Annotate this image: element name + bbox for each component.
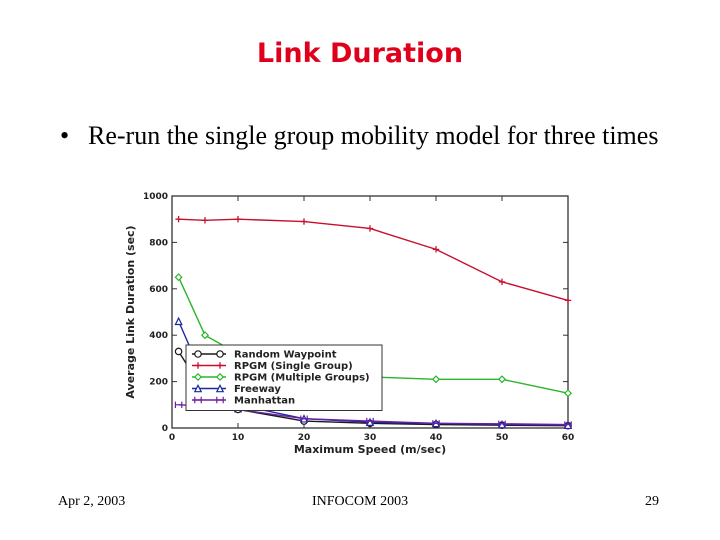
footer-page-number: 29 bbox=[645, 494, 659, 509]
data-point bbox=[564, 421, 572, 428]
x-axis-label: Maximum Speed (m/sec) bbox=[294, 443, 446, 456]
legend-marker bbox=[216, 396, 224, 404]
legend-marker bbox=[216, 362, 224, 369]
y-tick-label: 400 bbox=[149, 331, 168, 341]
data-point bbox=[366, 417, 374, 425]
y-tick-label: 1000 bbox=[143, 192, 168, 202]
legend-label: Manhattan bbox=[234, 396, 295, 407]
y-tick-label: 0 bbox=[162, 424, 168, 434]
data-point bbox=[365, 417, 375, 426]
legend-marker bbox=[215, 372, 225, 382]
y-tick-label: 200 bbox=[149, 378, 168, 388]
data-point bbox=[498, 420, 506, 428]
x-tick-label: 40 bbox=[430, 433, 443, 443]
legend-marker bbox=[193, 372, 203, 382]
x-tick-label: 60 bbox=[562, 433, 575, 443]
data-point bbox=[563, 389, 573, 398]
legend-marker bbox=[194, 350, 202, 358]
data-point bbox=[498, 278, 506, 286]
data-point bbox=[432, 246, 440, 253]
data-point bbox=[175, 216, 182, 223]
slide-title: Link Duration bbox=[256, 38, 464, 69]
data-point bbox=[300, 415, 308, 422]
link-duration-chart: 0 200 400 600 800 1000 0 10 20 30 40 50 60 Maximum Sp… bbox=[124, 192, 575, 456]
data-point bbox=[201, 217, 209, 224]
data-point bbox=[174, 316, 183, 326]
legend-marker bbox=[194, 396, 202, 404]
legend-label: RPGM (Single Group) bbox=[234, 361, 353, 372]
legend-label: RPGM (Multiple Groups) bbox=[234, 373, 370, 384]
x-tick-label: 20 bbox=[298, 433, 311, 443]
legend-marker bbox=[216, 350, 224, 358]
data-point bbox=[432, 420, 440, 427]
data-point bbox=[431, 375, 441, 384]
data-point bbox=[234, 216, 242, 223]
bullet-marker: • bbox=[60, 121, 70, 150]
data-point bbox=[563, 420, 573, 430]
data-point bbox=[174, 273, 183, 282]
legend-label: Freeway bbox=[234, 384, 281, 395]
legend-marker bbox=[194, 362, 202, 369]
series-line bbox=[178, 218, 569, 302]
bullet-item: • Re-run the single group mobility model… bbox=[60, 120, 680, 152]
y-tick-label: 600 bbox=[149, 285, 168, 295]
x-tick-label: 0 bbox=[169, 433, 175, 443]
y-axis-label: Average Link Duration (sec) bbox=[124, 225, 137, 398]
x-tick-label: 30 bbox=[364, 433, 377, 443]
legend-marker bbox=[193, 383, 203, 393]
y-tick-label: 800 bbox=[149, 238, 168, 248]
legend-label: Random Waypoint bbox=[234, 350, 337, 361]
x-tick-label: 10 bbox=[232, 433, 245, 443]
data-point bbox=[174, 401, 183, 408]
x-tick-label: 50 bbox=[496, 433, 509, 443]
bullet-text: Re-run the single group mobility model f… bbox=[88, 121, 659, 150]
legend-marker bbox=[215, 383, 225, 393]
data-point bbox=[564, 297, 572, 304]
footer-date: Apr 2, 2003 bbox=[58, 494, 126, 509]
data-point bbox=[366, 225, 374, 232]
footer-conference: INFOCOM 2003 bbox=[312, 494, 409, 509]
data-point bbox=[174, 347, 183, 356]
data-point bbox=[300, 218, 308, 225]
data-point bbox=[497, 375, 507, 384]
data-point bbox=[200, 331, 210, 340]
